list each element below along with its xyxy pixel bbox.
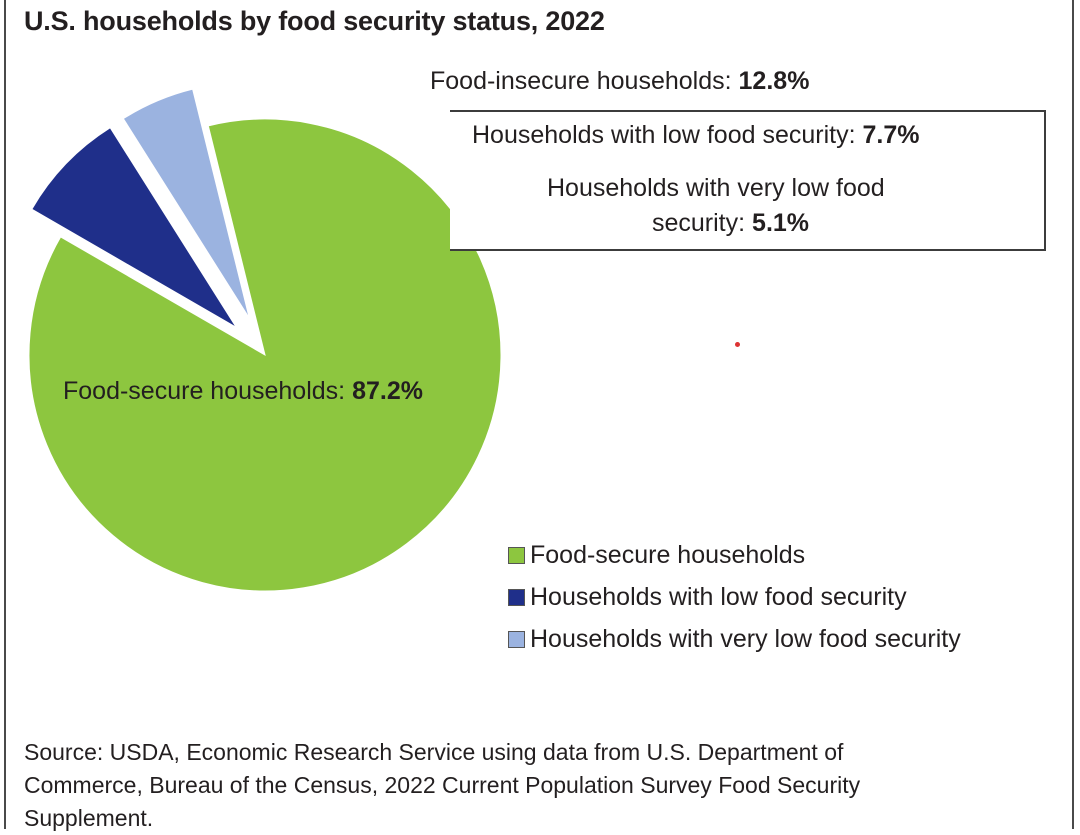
source-note: Source: USDA, Economic Research Service … — [24, 736, 1014, 835]
slice-food-secure — [28, 118, 502, 592]
source-line-1: Source: USDA, Economic Research Service … — [24, 739, 844, 765]
very-low-security-label-line2: security: 5.1% — [652, 209, 810, 237]
legend: Food-secure households Households with l… — [508, 534, 961, 660]
chart-frame — [4, 0, 1074, 829]
legend-label: Households with very low food security — [530, 624, 961, 653]
food-insecure-label: Food-insecure households: 12.8% — [430, 67, 810, 95]
legend-item-very-low-security: Households with very low food security — [508, 618, 961, 660]
very-low-security-label-line1: Households with very low food — [547, 174, 885, 202]
slice-low-food-security — [31, 127, 237, 328]
legend-swatch — [508, 630, 525, 648]
legend-swatch — [508, 588, 525, 606]
legend-label: Food-secure households — [530, 540, 806, 569]
source-line-2: Commerce, Bureau of the Census, 2022 Cur… — [24, 772, 861, 798]
chart-title: U.S. households by food security status,… — [24, 6, 605, 36]
marker-dot — [735, 342, 740, 347]
slice-very-low-food-security — [122, 88, 250, 319]
legend-swatch — [508, 546, 525, 564]
legend-label: Households with low food security — [530, 582, 907, 611]
low-security-label: Households with low food security: 7.7% — [472, 121, 920, 149]
food-secure-label: Food-secure households: 87.2% — [63, 377, 423, 405]
source-line-3: Supplement. — [24, 805, 154, 831]
food-insecure-callout-box — [450, 110, 1046, 251]
legend-item-low-security: Households with low food security — [508, 576, 961, 618]
legend-item-food-secure: Food-secure households — [508, 534, 961, 576]
